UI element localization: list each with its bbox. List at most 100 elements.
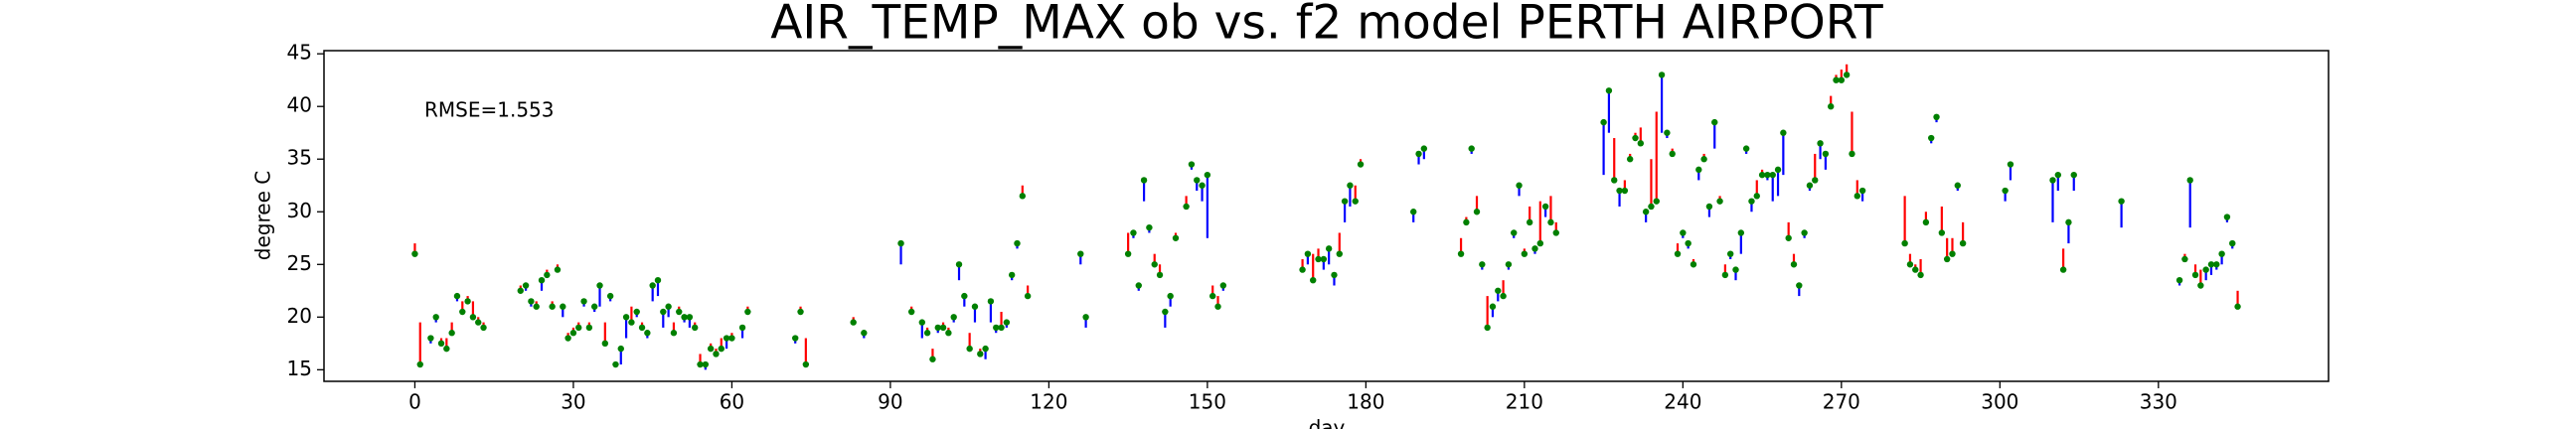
ob-point xyxy=(453,292,461,300)
ob-point xyxy=(1726,250,1734,257)
ob-point xyxy=(1204,171,1211,179)
ob-point xyxy=(560,303,566,310)
ob-point xyxy=(1082,314,1089,321)
ob-point xyxy=(1843,72,1851,78)
y-tick-label: 30 xyxy=(287,199,312,222)
ob-point xyxy=(437,340,445,348)
ob-point xyxy=(448,330,455,337)
ob-point xyxy=(1732,266,1739,273)
ob-point xyxy=(575,324,582,332)
ob-point xyxy=(601,340,609,348)
ob-point xyxy=(1140,177,1148,184)
ob-point xyxy=(1457,250,1465,257)
ob-point xyxy=(1214,303,1221,310)
ob-point xyxy=(1833,76,1840,83)
ob-point xyxy=(718,345,724,353)
ob-point xyxy=(1014,239,1021,247)
ob-point xyxy=(2054,171,2062,179)
ob-point xyxy=(585,324,593,332)
ob-point xyxy=(1468,145,1475,152)
x-tick-label: 120 xyxy=(1030,390,1067,414)
x-tick-label: 60 xyxy=(720,390,744,414)
ob-point xyxy=(1637,140,1645,147)
ob-point xyxy=(681,314,688,321)
ob-point xyxy=(1463,218,1470,226)
ob-point xyxy=(1547,218,1554,226)
ob-point xyxy=(1019,193,1027,200)
ob-point xyxy=(654,276,662,284)
ob-point xyxy=(1790,261,1798,268)
ob-point xyxy=(2007,161,2014,168)
ob-point xyxy=(982,345,989,353)
ob-point xyxy=(1536,239,1544,247)
ob-point xyxy=(738,324,746,332)
y-tick-label: 15 xyxy=(287,357,312,380)
ob-point xyxy=(797,308,804,316)
ob-point xyxy=(1479,261,1486,268)
ob-point xyxy=(987,298,995,305)
x-tick-label: 0 xyxy=(408,390,421,414)
ob-point xyxy=(533,303,540,310)
ob-point xyxy=(1621,187,1629,195)
ob-point xyxy=(1415,150,1422,158)
ob-point xyxy=(2218,250,2225,257)
ob-point xyxy=(697,360,704,368)
ob-point xyxy=(1705,203,1713,211)
ob-point xyxy=(528,298,535,305)
ob-point xyxy=(475,319,482,326)
ob-point xyxy=(1626,156,1634,163)
ob-point xyxy=(955,261,963,268)
ob-point xyxy=(1151,261,1158,268)
ob-point xyxy=(480,324,487,332)
ob-point xyxy=(1172,234,1180,241)
ob-point xyxy=(802,360,810,368)
ob-point xyxy=(1812,177,1819,184)
x-tick-label: 180 xyxy=(1347,390,1384,414)
ob-point xyxy=(707,345,715,353)
ob-point xyxy=(1208,292,1216,300)
ob-point xyxy=(1785,234,1792,241)
ob-point xyxy=(564,335,571,342)
x-tick-label: 240 xyxy=(1664,390,1701,414)
ob-point xyxy=(1658,72,1666,78)
ob-point xyxy=(1616,187,1623,195)
ob-point xyxy=(459,308,466,316)
ob-point xyxy=(1828,103,1835,110)
ob-point xyxy=(1653,198,1660,205)
ob-point xyxy=(945,330,952,337)
ob-point xyxy=(966,345,973,353)
ob-point xyxy=(1711,118,1718,126)
ob-point xyxy=(670,330,678,337)
ob-point xyxy=(612,360,619,368)
ob-point xyxy=(1347,182,1354,189)
ob-point xyxy=(1511,229,1518,236)
ob-point xyxy=(1737,229,1745,236)
y-tick-label: 25 xyxy=(287,251,312,275)
ob-point xyxy=(2234,303,2241,310)
ob-point xyxy=(1949,250,1956,257)
ob-point xyxy=(1500,292,1507,300)
ob-point xyxy=(660,308,667,316)
ob-point xyxy=(1336,250,1343,257)
ob-point xyxy=(411,250,418,257)
y-axis-label: degree C xyxy=(251,171,275,260)
y-tick-label: 35 xyxy=(287,146,312,170)
ob-point xyxy=(1938,229,1946,236)
ob-point xyxy=(1943,255,1951,263)
ob-point xyxy=(1801,229,1808,236)
ob-point xyxy=(1753,193,1760,200)
ob-point xyxy=(861,330,868,337)
ob-point xyxy=(977,351,984,358)
x-tick-label: 210 xyxy=(1506,390,1543,414)
ob-point xyxy=(676,308,683,316)
ob-point xyxy=(1516,182,1523,189)
ob-point xyxy=(633,308,640,316)
ob-point xyxy=(1858,187,1866,195)
ob-point xyxy=(1299,266,1306,273)
ob-point xyxy=(1780,129,1787,136)
ob-point xyxy=(744,308,751,316)
ob-point xyxy=(1680,229,1687,236)
x-tick-label: 90 xyxy=(878,390,902,414)
ob-point xyxy=(1933,113,1940,121)
ob-point xyxy=(1838,76,1846,83)
